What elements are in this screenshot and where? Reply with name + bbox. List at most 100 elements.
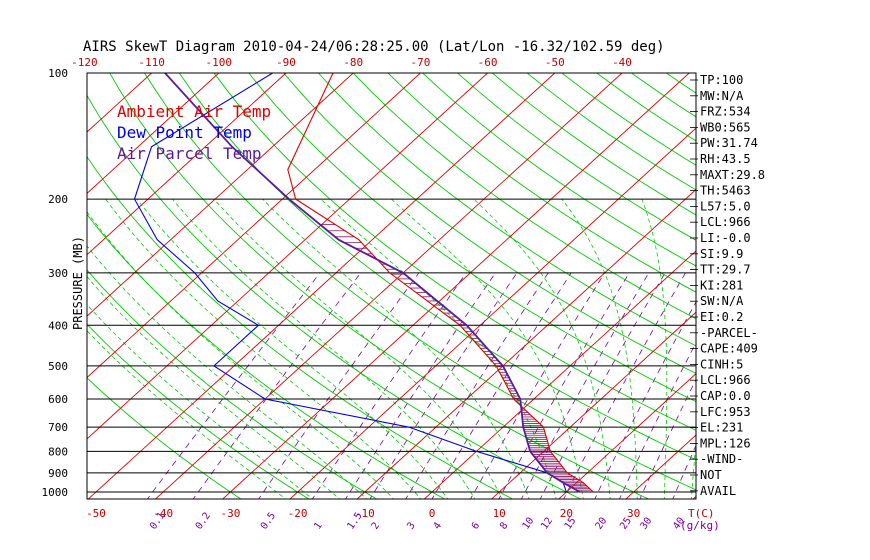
- pressure-tick-label: 600: [48, 393, 68, 406]
- stability-index-value: LCL:966: [700, 373, 751, 387]
- legend-entry: Ambient Air Temp: [117, 102, 271, 121]
- mixing-ratio-lines: [146, 272, 696, 499]
- stability-index-value: PW:31.74: [700, 136, 758, 150]
- series-line-0: [287, 73, 594, 493]
- mixing-ratio-label: 1: [312, 520, 324, 531]
- stability-index-value: EL:231: [700, 421, 743, 435]
- stability-index-value: TH:5463: [700, 184, 751, 198]
- mixing-ratio-line: [619, 341, 696, 499]
- mixing-ratio-label: 3: [405, 520, 417, 531]
- bottom-temp-tick-label: 10: [493, 507, 506, 520]
- moist-adiabat-line: [391, 198, 584, 499]
- top-temp-tick-label: -50: [545, 56, 565, 69]
- mixing-ratio-line: [369, 272, 518, 499]
- dry-adiabat-line: [87, 155, 514, 499]
- isotherm-line: [758, 73, 870, 501]
- pressure-tick-label: 1000: [42, 486, 69, 499]
- mixing-ratio-line: [258, 272, 420, 499]
- top-temp-tick-label: -90: [276, 56, 296, 69]
- moist-adiabat-line: [87, 245, 368, 499]
- moist-adiabat-line: [561, 198, 638, 499]
- stability-index-value: RH:43.5: [700, 152, 751, 166]
- moist-adiabat-line: [87, 330, 287, 499]
- pressure-tick-label: 400: [48, 319, 68, 332]
- dry-adiabats: [87, 73, 870, 501]
- moist-adiabat-line: [87, 276, 341, 499]
- top-temp-tick-label: -60: [478, 56, 498, 69]
- series-line-1: [133, 73, 567, 493]
- dry-adiabat-line: [771, 73, 870, 501]
- stability-index-value: CAPE:409: [700, 342, 758, 356]
- stability-index-value: AVAIL: [700, 484, 736, 498]
- cape-hatching: [320, 224, 593, 493]
- dry-adiabat-line: [87, 269, 378, 499]
- isotherm-line: [558, 373, 696, 499]
- mixing-ratio-unit-label: (g/kg): [680, 519, 720, 532]
- isotherm-line: [87, 73, 556, 499]
- stability-index-value: LFC:953: [700, 405, 751, 419]
- isotherm-line: [222, 73, 690, 499]
- dry-adiabat-line: [109, 73, 650, 499]
- plot-area: [87, 73, 870, 501]
- dry-adiabat-line: [87, 94, 582, 499]
- stability-index-value: EI:0.2: [700, 310, 743, 324]
- mixing-ratio-label: 0.5: [259, 511, 278, 532]
- dry-adiabat-line: [248, 73, 696, 403]
- plot-frame: [86, 72, 697, 500]
- moist-adiabat-line: [136, 198, 449, 499]
- chart-title: AIRS SkewT Diagram 2010-04-24/06:28:25.0…: [83, 39, 665, 55]
- moist-adiabat-line: [641, 198, 668, 499]
- stability-index-value: KI:281: [700, 278, 743, 292]
- legend-entry: Dew Point Temp: [117, 123, 252, 142]
- mixing-ratio-line: [431, 272, 572, 499]
- mixing-ratio-label: 30: [638, 516, 654, 532]
- pressure-tick-label: 100: [48, 67, 68, 80]
- isotherm-line: [87, 73, 421, 379]
- stability-index-value: L57:5.0: [700, 199, 751, 213]
- stability-index-value: CAP:0.0: [700, 389, 751, 403]
- bottom-temp-ticks: -50 -40 -30 -20 -10 0 10 20 30: [86, 507, 640, 520]
- stability-index-value: MAXT:29.8: [700, 168, 765, 182]
- isotherm-line: [356, 188, 696, 499]
- dry-adiabat-line: [526, 73, 696, 191]
- mixing-ratio-line: [520, 272, 650, 499]
- moist-adiabats: [87, 198, 696, 499]
- legend: Ambient Air Temp Dew Point Temp Air Parcel…: [117, 102, 271, 163]
- mixing-ratio-label: 12: [539, 516, 555, 532]
- mixing-ratio-line: [594, 301, 696, 499]
- top-temp-tick-label: -70: [410, 56, 430, 69]
- legend-entry: Air Parcel Temp: [117, 144, 262, 163]
- isotherm-line: [87, 73, 354, 317]
- bottom-temp-tick-label: -30: [220, 507, 240, 520]
- top-temp-tick-label: -120: [71, 56, 98, 69]
- bottom-temp-tick-label: 20: [560, 507, 573, 520]
- mixing-ratio-label: 8: [498, 520, 510, 531]
- mixing-ratio-label: 2: [370, 520, 382, 531]
- bottom-temp-tick-label: -40: [153, 507, 173, 520]
- stability-index-value: MPL:126: [700, 436, 751, 450]
- mixing-ratio-line: [311, 272, 467, 499]
- isobars: [87, 73, 696, 493]
- profile-series: [133, 73, 594, 493]
- mixing-ratio-label: 6: [470, 520, 482, 531]
- y-axis-label: PRESSURE (MB): [71, 236, 85, 330]
- stability-index-value: TP:100: [700, 73, 743, 87]
- stability-index-value: CINH:5: [700, 357, 743, 371]
- pressure-tick-label: 900: [48, 467, 68, 480]
- dry-adiabat-line: [87, 377, 242, 499]
- mixing-ratio-line: [470, 272, 606, 499]
- pressure-tick-label: 200: [48, 193, 68, 206]
- dry-adiabat-line: [283, 73, 696, 374]
- bottom-temp-tick-label: 0: [429, 507, 436, 520]
- moist-adiabat-line: [172, 198, 476, 499]
- dry-adiabat-line: [87, 323, 310, 499]
- moist-adiabat-line: [87, 304, 314, 499]
- mixing-ratio-label: 10: [521, 516, 537, 532]
- mixing-ratio-line: [498, 272, 630, 499]
- isotherm-line: [87, 73, 287, 256]
- mixing-ratio-line: [192, 272, 362, 499]
- mixing-ratio-label: 20: [594, 516, 610, 532]
- moist-adiabat-line: [105, 198, 422, 499]
